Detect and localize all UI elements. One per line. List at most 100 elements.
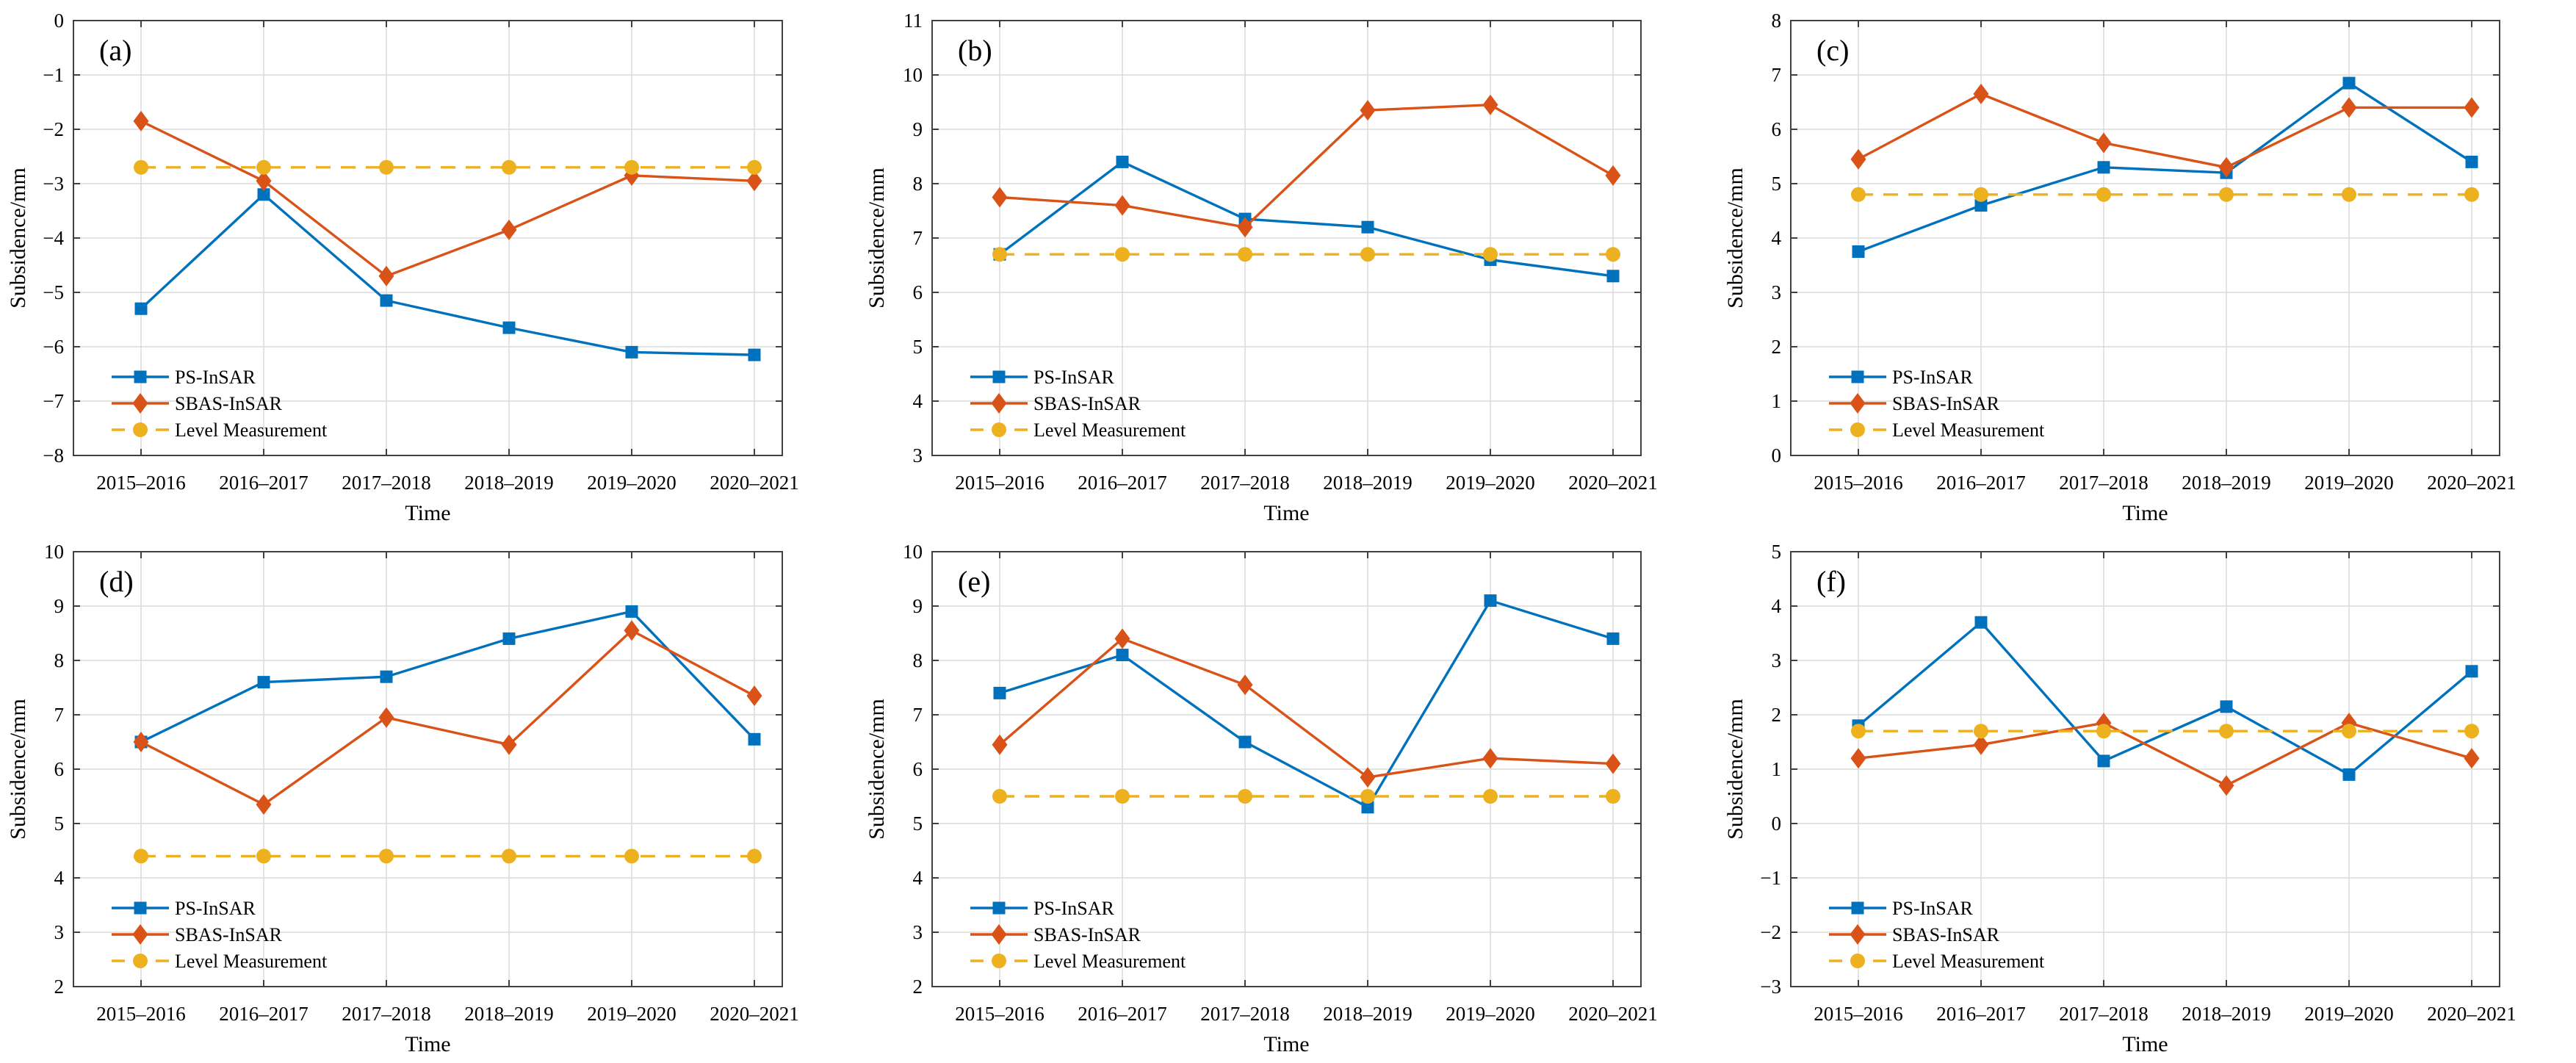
legend-label: PS-InSAR [175,898,256,919]
series-level-measurement [134,159,762,175]
diamond-marker [2464,97,2480,118]
legend-diamond-marker [132,393,148,414]
x-tick-label: 2015–2016 [96,1003,186,1025]
diamond-marker [256,794,272,815]
panel-e-chart: 10 9 8 7 6 5 4 3 2 2015–2016 2016–2017 2017–2018 201… [859,531,1717,1062]
panel-a: 0 −1 −2 −3 −4 −5 −6 −7 −8 2015–2016 2016–2017 2017–… [0,0,859,531]
y-tick-label: 3 [913,921,923,943]
series-level-measurement [992,789,1620,804]
series-ps-insar [1852,616,2478,781]
panel-letter: (c) [1816,34,1849,67]
y-tick-label: 6 [913,281,923,303]
x-axis-label: Time [405,501,450,525]
circle-marker [379,848,394,864]
x-tick-label: 2016–2017 [1078,1003,1167,1025]
series-ps-insar [134,188,761,361]
y-tick-label: −7 [43,390,64,412]
y-axis-label: Subsidence/mm [6,699,30,840]
diamond-marker [256,170,272,192]
series-line [998,637,1614,779]
y-tick-label: 10 [903,541,923,563]
y-tick-label: 3 [1772,649,1782,671]
y-axis-label: Subsidence/mm [1723,167,1747,309]
x-tick-label: 2018–2019 [464,1003,554,1025]
panel-b-gridlines [932,21,1641,455]
series-line [140,610,756,743]
legend-label: SBAS-InSAR [175,393,283,414]
square-marker [625,345,638,358]
y-tick-label: 2 [1772,704,1782,726]
circle-marker [747,159,762,175]
panel-c-legend: PS-InSAR SBAS-InSAR Level Measurement [1829,367,2045,441]
x-tick-label: 2017–2018 [2059,472,2149,494]
series-level-measurement [1851,187,2479,202]
square-marker [2097,161,2110,174]
x-axis-label: Time [2122,501,2168,525]
circle-marker [1238,789,1252,804]
legend-label: PS-InSAR [1892,367,1973,388]
panel-background [0,531,859,1062]
series-line [1858,721,2472,788]
panel-background [0,0,859,531]
legend-circle-marker [1850,954,1865,968]
y-tick-label: 0 [54,10,65,32]
legend-diamond-marker [991,393,1007,414]
diamond-marker [746,685,762,707]
x-tick-label: 2016–2017 [1936,1003,2026,1025]
y-tick-label: 9 [54,595,65,617]
panel-b: 11 10 9 8 7 6 5 4 3 2015–2016 2016–2017 2017–2018 20… [859,0,1717,531]
y-tick-label: 7 [913,704,923,726]
legend-circle-marker [992,954,1006,968]
circle-marker [1360,789,1375,804]
series-line [1857,620,2473,776]
x-tick-label: 2018–2019 [1323,472,1413,494]
panel-letter: (e) [958,565,990,598]
panel-a-axes [73,20,783,456]
diamond-marker [1114,195,1130,216]
panel-letter: (b) [958,34,992,67]
panel-c: 8 7 6 5 4 3 2 1 0 2015–2016 2016–2017 2017–2018 2018… [1717,0,2576,531]
x-axis-label: Time [2122,1032,2168,1056]
square-marker [1116,649,1129,662]
legend-label: PS-InSAR [175,367,256,388]
x-axis-label: Time [405,1032,450,1056]
y-axis-label: Subsidence/mm [865,167,889,309]
legend-label: SBAS-InSAR [175,924,283,945]
diamond-marker [2218,156,2234,178]
square-marker [2465,155,2478,168]
x-tick-label: 2019–2020 [587,1003,677,1025]
y-tick-label: 3 [54,921,65,943]
panel-d-legend: PS-InSAR SBAS-InSAR Level Measurement [112,898,328,972]
diamond-marker [1360,767,1376,788]
legend-circle-marker [133,422,148,437]
panel-e-gridlines [932,552,1641,987]
circle-marker [1238,247,1252,262]
legend-label: Level Measurement [1033,419,1186,441]
square-marker [1361,801,1374,814]
circle-marker [2464,724,2479,739]
y-axis-label: Subsidence/mm [1723,699,1747,840]
y-tick-label: 10 [44,541,64,563]
series-ps-insar [1852,76,2478,258]
y-tick-label: 8 [913,173,923,195]
legend-square-marker [1851,370,1864,383]
y-tick-label: 1 [1772,390,1782,412]
y-tick-label: −1 [1760,867,1781,889]
panel-e: 10 9 8 7 6 5 4 3 2 2015–2016 2016–2017 2017–2018 201… [859,531,1717,1062]
circle-marker [134,159,148,175]
circle-marker [2342,187,2356,202]
square-marker [2220,700,2233,713]
square-marker [502,632,516,645]
legend-diamond-marker [132,924,148,945]
circle-marker [1606,247,1620,262]
y-tick-label: 3 [1772,281,1782,303]
legend-label: PS-InSAR [1892,898,1973,919]
series-level-measurement [1851,724,2479,739]
legend-label: Level Measurement [1033,951,1186,972]
y-tick-label: −1 [43,64,64,86]
square-marker [134,302,148,315]
legend-circle-marker [1850,422,1865,437]
x-tick-label: 2018–2019 [2182,472,2271,494]
diamond-marker [1973,734,1989,755]
circle-marker [502,159,516,175]
